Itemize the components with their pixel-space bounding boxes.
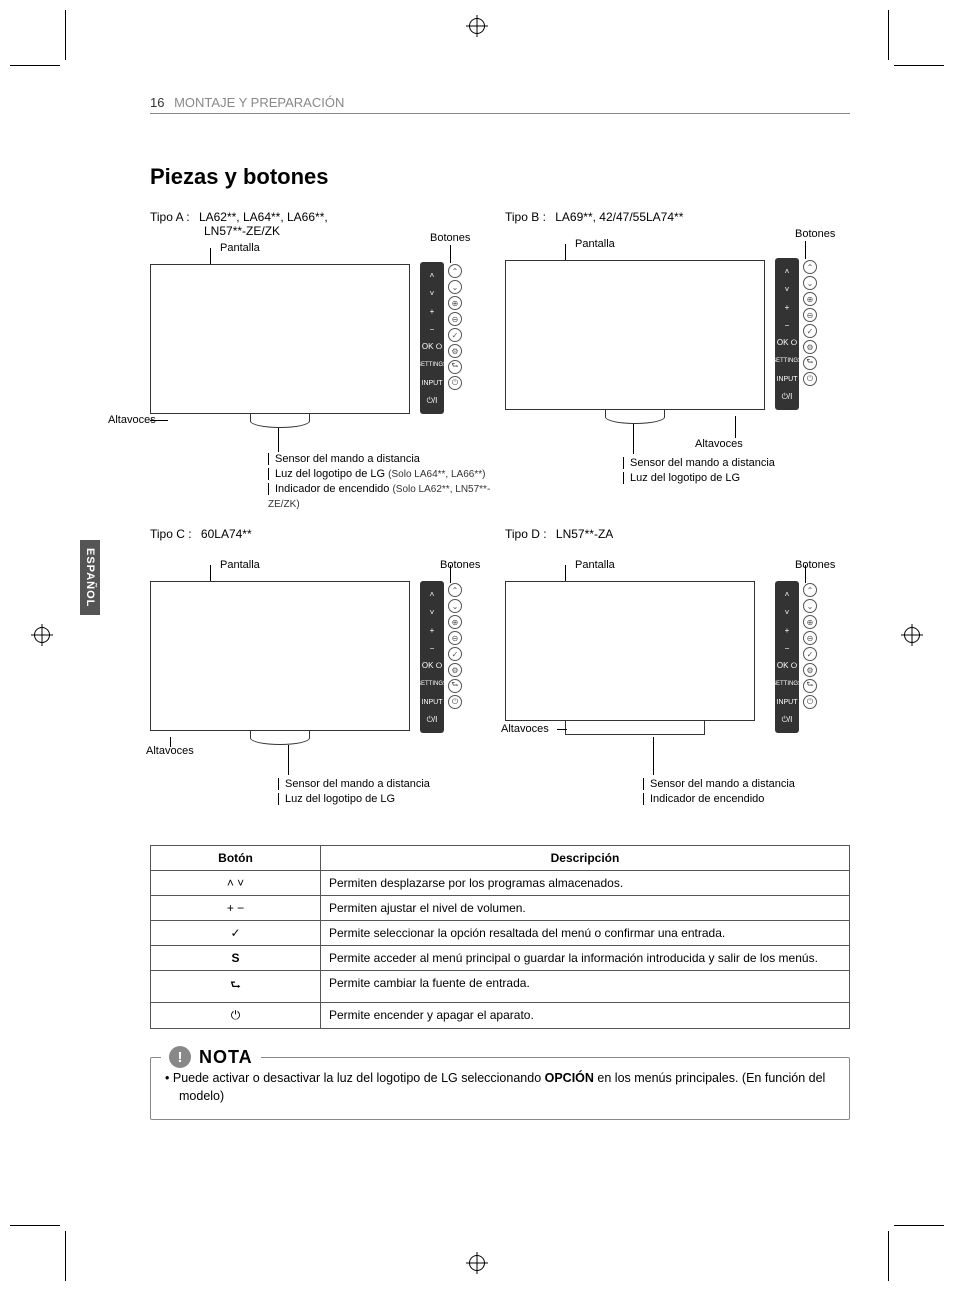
tv-screen-b — [505, 260, 765, 410]
type-a-models1: LA62**, LA64**, LA66**, — [199, 210, 328, 224]
tv-stand-b — [605, 410, 665, 424]
btn-up[interactable]: ˄ — [420, 266, 444, 284]
page-number: 16 — [150, 95, 164, 110]
table-row: ⮑Permite cambiar la fuente de entrada. — [151, 971, 850, 1003]
section-title: Piezas y botones — [150, 164, 850, 190]
crop-tl-v — [65, 10, 66, 60]
info-icon: ! — [169, 1046, 191, 1068]
type-c-models: 60LA74** — [201, 527, 252, 541]
label-botones-a: Botones — [430, 232, 470, 244]
label-altavoces-a: Altavoces — [108, 414, 156, 426]
button-panel-a: ˄ ˅ + − OK ⭘ SETTINGS INPUT ⏻/I ⌃ ⌄ ⊕ ⊖ — [420, 262, 466, 414]
type-a-prefix: Tipo A : — [150, 210, 190, 224]
callout-luz-b: Luz del logotipo de LG — [623, 472, 740, 484]
callout-luz-c: Luz del logotipo de LG — [278, 793, 395, 805]
tv-stand-a — [250, 414, 310, 428]
type-d-prefix: Tipo D : — [505, 527, 547, 541]
label-pantalla-d: Pantalla — [575, 559, 615, 571]
type-c-prefix: Tipo C : — [150, 527, 192, 541]
type-d-models: LN57**-ZA — [556, 527, 613, 541]
btn-ok[interactable]: OK ⭘ — [420, 338, 444, 356]
table-row: ✓Permite seleccionar la opción resaltada… — [151, 921, 850, 946]
note-title: NOTA — [199, 1047, 253, 1068]
crop-tl-h — [10, 65, 60, 66]
type-a-models2: LN57**-ZE/ZK — [204, 224, 280, 238]
page-header: 16 MONTAJE Y PREPARACIÓN — [150, 95, 850, 114]
callout-luz-a: Luz del logotipo de LG — [275, 468, 385, 480]
tv-type-c: Tipo C : 60LA74** Pantalla Botones Altav… — [150, 527, 495, 775]
callout-ind-a: Indicador de encendido — [275, 483, 389, 495]
th-desc: Descripción — [321, 846, 850, 871]
label-botones-b: Botones — [795, 228, 835, 240]
crop-tr-h — [894, 65, 944, 66]
tv-stand-d — [565, 721, 705, 735]
button-panel-d: ˄ ˅ + − OK ⭘ SETTINGS INPUT ⏻/I ⌃ ⌄ ⊕ ⊖ — [775, 581, 821, 733]
label-altavoces-b: Altavoces — [695, 438, 743, 450]
btn-input[interactable]: INPUT — [420, 374, 444, 392]
btn-down[interactable]: ˅ — [420, 284, 444, 302]
type-b-models: LA69**, 42/47/55LA74** — [555, 210, 683, 224]
th-boton: Botón — [151, 846, 321, 871]
callout-ind-d: Indicador de encendido — [643, 793, 764, 805]
tv-screen-d — [505, 581, 755, 721]
table-row: ⏻Permite encender y apagar el aparato. — [151, 1003, 850, 1029]
label-altavoces-d: Altavoces — [501, 723, 549, 735]
tv-stand-c — [250, 731, 310, 745]
crop-br-v — [888, 1231, 889, 1281]
reg-mark-bottom — [469, 1255, 485, 1271]
crop-bl-h — [10, 1225, 60, 1226]
tv-type-d: Tipo D : LN57**-ZA Pantalla Botones Alta… — [505, 527, 850, 775]
button-panel-c: ˄ ˅ + − OK ⭘ SETTINGS INPUT ⏻/I ⌃ ⌄ ⊕ ⊖ — [420, 581, 466, 733]
note-bullet: Puede activar o desactivar la luz del lo… — [179, 1070, 835, 1105]
btn-minus[interactable]: − — [420, 320, 444, 338]
crop-tr-v — [888, 10, 889, 60]
diagram-grid: Tipo A : LA62**, LA64**, LA66**, LN57**-… — [150, 210, 850, 775]
language-tab: ESPAÑOL — [80, 540, 100, 615]
icon-ok: ✓ — [448, 328, 462, 342]
reg-mark-right — [904, 627, 920, 643]
section-name: MONTAJE Y PREPARACIÓN — [174, 95, 344, 110]
callout-sensor-c: Sensor del mando a distancia — [278, 778, 430, 790]
callout-sensor-b: Sensor del mando a distancia — [623, 457, 775, 469]
crop-bl-v — [65, 1231, 66, 1281]
icon-plus: ⊕ — [448, 296, 462, 310]
label-botones-c: Botones — [440, 559, 480, 571]
icon-settings: ⚙ — [448, 344, 462, 358]
callout-sensor-a: Sensor del mando a distancia — [268, 453, 420, 465]
reg-mark-top — [469, 18, 485, 34]
tv-type-b: Tipo B : LA69**, 42/47/55LA74** Pantalla… — [505, 210, 850, 472]
table-row: ˄ ˅Permiten desplazarse por los programa… — [151, 871, 850, 896]
crop-br-h — [894, 1225, 944, 1226]
icon-minus: ⊖ — [448, 312, 462, 326]
icon-power: ⏻ — [448, 376, 462, 390]
button-table: Botón Descripción ˄ ˅Permiten desplazars… — [150, 845, 850, 1029]
tv-screen-a — [150, 264, 410, 414]
table-row: + −Permiten ajustar el nivel de volumen. — [151, 896, 850, 921]
label-pantalla-c: Pantalla — [220, 559, 260, 571]
callout-solo1: (Solo LA64**, LA66**) — [388, 469, 485, 480]
type-b-prefix: Tipo B : — [505, 210, 546, 224]
label-pantalla-b: Pantalla — [575, 238, 615, 250]
tv-screen-c — [150, 581, 410, 731]
reg-mark-left — [34, 627, 50, 643]
btn-power[interactable]: ⏻/I — [420, 392, 444, 410]
label-pantalla-a: Pantalla — [220, 242, 260, 254]
tv-type-a: Tipo A : LA62**, LA64**, LA66**, LN57**-… — [150, 210, 495, 472]
note-box: ! NOTA Puede activar o desactivar la luz… — [150, 1057, 850, 1120]
btn-plus[interactable]: + — [420, 302, 444, 320]
button-panel-b: ˄ ˅ + − OK ⭘ SETTINGS INPUT ⏻/I ⌃ ⌄ ⊕ ⊖ — [775, 258, 821, 410]
icon-input: ⮑ — [448, 360, 462, 374]
table-row: SPermite acceder al menú principal o gua… — [151, 946, 850, 971]
icon-up: ⌃ — [448, 264, 462, 278]
icon-down: ⌄ — [448, 280, 462, 294]
btn-settings[interactable]: SETTINGS — [420, 356, 444, 374]
callout-sensor-d: Sensor del mando a distancia — [643, 778, 795, 790]
label-botones-d: Botones — [795, 559, 835, 571]
